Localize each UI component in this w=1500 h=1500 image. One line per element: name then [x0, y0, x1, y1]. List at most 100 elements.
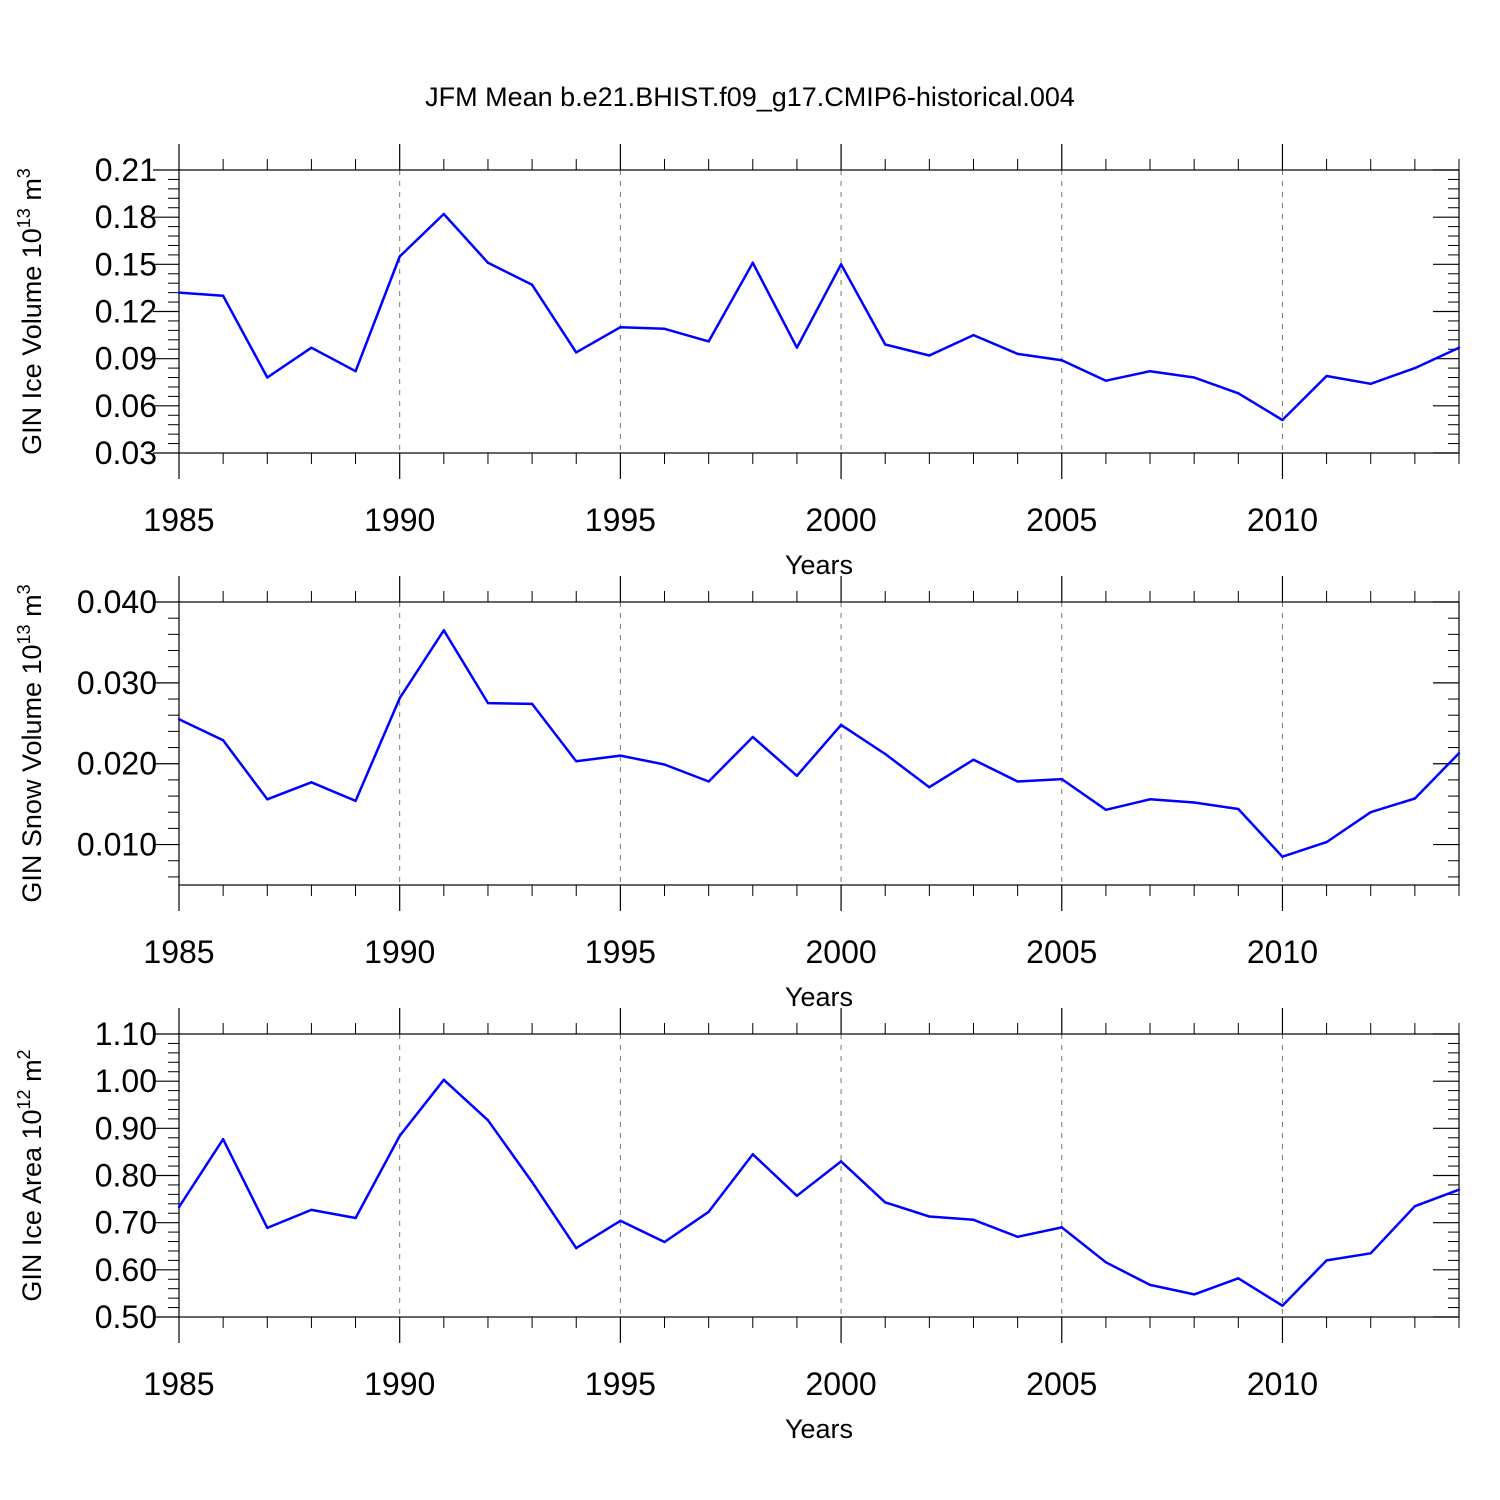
- data-point: [442, 629, 446, 632]
- y-axis-label-unit-exponent: 3: [14, 168, 34, 178]
- data-point: [398, 255, 401, 258]
- y-tick-label: 0.010: [77, 827, 157, 863]
- data-point: [442, 212, 446, 216]
- data-point: [1148, 1283, 1152, 1287]
- y-axis-label-unit: m: [17, 594, 47, 624]
- data-point: [751, 261, 754, 264]
- data-point: [310, 346, 313, 349]
- data-point: [707, 340, 710, 343]
- data-point: [486, 701, 490, 705]
- data-point: [530, 283, 534, 286]
- data-point: [928, 354, 931, 357]
- data-point: [354, 370, 357, 373]
- data-point: [619, 326, 622, 329]
- data-point: [530, 1180, 534, 1184]
- data-point: [398, 1134, 401, 1138]
- y-tick-label: 0.70: [95, 1205, 157, 1241]
- data-point: [221, 294, 225, 297]
- y-tick-label: 0.030: [77, 665, 157, 701]
- data-point: [1016, 1235, 1019, 1239]
- data-point: [1325, 1259, 1328, 1262]
- x-axis-label: Years: [785, 550, 853, 580]
- data-point: [177, 1205, 181, 1209]
- data-point: [266, 798, 269, 801]
- y-axis-label-main: GIN Snow Volume 10: [17, 644, 47, 902]
- y-tick-label: 0.50: [95, 1299, 157, 1335]
- x-tick-label: 2010: [1247, 1366, 1318, 1402]
- data-point: [1192, 376, 1196, 379]
- y-tick-label: 0.06: [95, 388, 157, 424]
- data-point: [1060, 359, 1063, 362]
- chart-panel-2: 0.010 0.020 0.030 0.040 1985 1990 1995 2000 2005…: [14, 576, 1461, 1012]
- data-point: [1237, 807, 1240, 811]
- y-tick-label: 0.15: [95, 246, 157, 282]
- data-point: [310, 781, 313, 784]
- data-point: [1237, 1277, 1240, 1280]
- plot-frame: [178, 601, 1460, 886]
- data-point: [1104, 379, 1108, 382]
- data-point: [1369, 382, 1372, 386]
- data-point: [1060, 1226, 1063, 1229]
- data-point: [486, 261, 490, 264]
- x-tick-label: 1995: [585, 1366, 656, 1402]
- x-tick-label: 2010: [1247, 934, 1318, 970]
- x-tick-label: 1985: [143, 502, 214, 538]
- data-point: [575, 351, 578, 354]
- data-point: [398, 697, 401, 700]
- x-tick-label: 1995: [585, 502, 656, 538]
- data-point: [751, 1153, 754, 1156]
- x-tick-label: 2005: [1026, 502, 1097, 538]
- data-point: [663, 1240, 666, 1244]
- y-tick-label: 1.10: [95, 1016, 157, 1052]
- data-point: [221, 739, 225, 742]
- chart-panel-3: 0.50 0.60 0.70 0.80 0.90 1.00 1.10 1985 1990 1995…: [14, 1008, 1461, 1444]
- x-axis-label: Years: [785, 1414, 853, 1444]
- data-point: [1192, 801, 1196, 804]
- data-point: [1413, 1204, 1417, 1208]
- data-point: [177, 291, 181, 294]
- chart-panel-1: 0.03 0.06 0.09 0.12 0.15 0.18 0.21 1985 1990 1995…: [14, 144, 1461, 580]
- y-tick-label: 0.03: [95, 435, 157, 471]
- data-point: [795, 1194, 799, 1197]
- data-point: [1060, 777, 1063, 781]
- data-point: [663, 763, 666, 766]
- y-axis-label-unit: m: [17, 178, 47, 208]
- x-axis-label: Years: [785, 982, 853, 1012]
- data-point: [1369, 811, 1372, 814]
- data-point: [1413, 797, 1417, 800]
- data-point: [1237, 392, 1240, 395]
- data-point: [707, 1210, 710, 1214]
- y-axis-label-unit: m: [17, 1059, 47, 1089]
- x-tick-label: 1990: [364, 1366, 435, 1402]
- series-line: [177, 1078, 1460, 1307]
- data-point: [1325, 374, 1328, 378]
- data-point: [751, 735, 754, 739]
- data-point: [221, 1137, 225, 1141]
- data-point: [1457, 1188, 1461, 1191]
- data-point: [884, 1201, 887, 1204]
- data-point: [839, 1160, 843, 1163]
- y-axis-label: GIN Ice Volume 1013 m3: [14, 168, 47, 455]
- y-axis-label-unit-exponent: 3: [14, 584, 34, 594]
- y-axis-label-exponent: 13: [14, 208, 34, 228]
- data-point: [884, 752, 887, 756]
- x-tick-label: 1990: [364, 934, 435, 970]
- y-tick-label: 0.18: [95, 199, 157, 235]
- data-point: [663, 327, 666, 330]
- data-point: [266, 1226, 269, 1230]
- y-tick-label: 0.80: [95, 1158, 157, 1194]
- data-point: [928, 785, 931, 789]
- y-axis-label-main: GIN Ice Volume 10: [17, 228, 47, 455]
- data-point: [442, 1078, 446, 1081]
- data-point: [1016, 780, 1019, 783]
- x-tick-label: 1985: [143, 934, 214, 970]
- y-axis-label-unit-exponent: 2: [14, 1049, 34, 1059]
- plot-frame: [178, 1033, 1460, 1318]
- chart-title: JFM Mean b.e21.BHIST.f09_g17.CMIP6-histo…: [425, 82, 1075, 112]
- series-line: [178, 629, 1460, 858]
- data-point: [972, 1218, 975, 1222]
- data-point: [310, 1208, 313, 1212]
- data-point: [839, 263, 843, 266]
- data-point: [1281, 855, 1284, 858]
